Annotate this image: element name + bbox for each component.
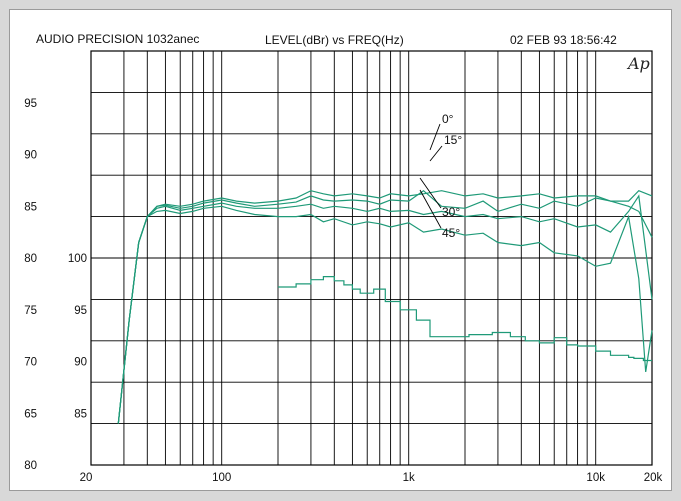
frequency-response-chart: AUDIO PRECISION 1032anec LEVEL(dBr) vs F… bbox=[24, 32, 662, 484]
annotation-leader bbox=[429, 145, 443, 162]
annotation-label: 30° bbox=[442, 205, 460, 219]
header-middle: LEVEL(dBr) vs FREQ(Hz) bbox=[265, 33, 404, 47]
series-line bbox=[117, 194, 653, 424]
series-line bbox=[117, 205, 653, 424]
x-tick-label: 20k bbox=[644, 472, 663, 484]
y-tick-label-left: 70 bbox=[24, 357, 37, 369]
x-tick-label: 1k bbox=[403, 472, 415, 484]
series-line bbox=[278, 276, 652, 362]
chart-panel: AUDIO PRECISION 1032anec LEVEL(dBr) vs F… bbox=[9, 9, 672, 491]
annotation-leader bbox=[429, 123, 441, 151]
header-right: 02 FEB 93 18:56:42 bbox=[510, 33, 617, 47]
x-tick-label: 10k bbox=[586, 472, 605, 484]
x-tick-label: 20 bbox=[80, 472, 93, 484]
y-tick-label-left: 65 bbox=[24, 408, 37, 420]
annotation-leader bbox=[419, 189, 442, 229]
grid bbox=[90, 50, 653, 466]
y-tick-label-left: 90 bbox=[24, 150, 37, 162]
y-tick-label-left: 85 bbox=[24, 201, 37, 213]
angle-annotations: 0° 15° 30° 45° bbox=[419, 112, 462, 240]
x-tick-label: 100 bbox=[212, 472, 231, 484]
series-line bbox=[117, 189, 653, 424]
y-tick-label-left: 75 bbox=[24, 305, 37, 317]
annotation-label: 15° bbox=[444, 133, 462, 147]
series-line bbox=[117, 189, 653, 424]
y-tick-label-left2: 100 bbox=[68, 253, 87, 265]
annotation-label: 0° bbox=[442, 112, 454, 126]
y-tick-label-left: 95 bbox=[24, 98, 37, 110]
axis-labels: 20 100 1k 10k 20k 95 90 85 80 75 70 65 80 100 95 90 85 bbox=[24, 98, 662, 484]
ap-logo: Ap bbox=[626, 54, 650, 73]
y-tick-label-left: 80 bbox=[24, 460, 37, 472]
y-tick-label-left2: 85 bbox=[74, 408, 87, 420]
header-left: AUDIO PRECISION 1032anec bbox=[36, 32, 199, 46]
annotation-leader bbox=[419, 177, 442, 209]
y-tick-label-left2: 90 bbox=[74, 357, 87, 369]
y-tick-label-left: 80 bbox=[24, 253, 37, 265]
series-layer bbox=[117, 189, 653, 424]
annotation-label: 45° bbox=[442, 226, 460, 240]
y-tick-label-left2: 95 bbox=[74, 305, 87, 317]
